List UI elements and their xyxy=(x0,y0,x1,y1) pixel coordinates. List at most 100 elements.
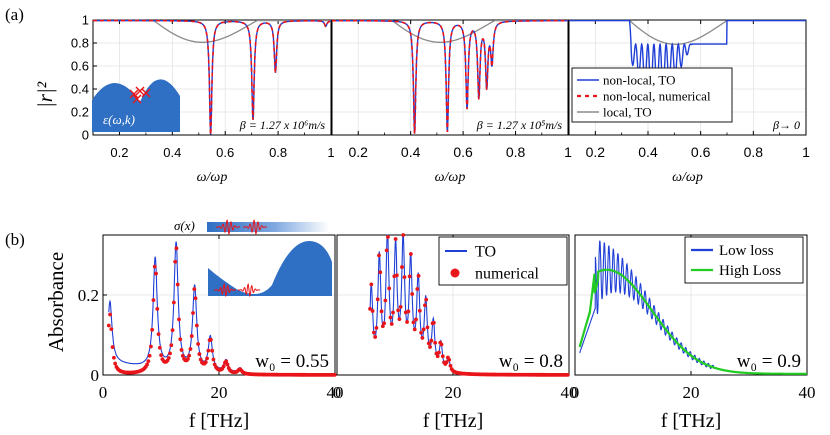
numerical-point xyxy=(391,310,395,315)
legend-label: non-local, numerical xyxy=(603,89,711,104)
annotation: β = 1.27 x 10⁶m/s xyxy=(239,118,326,132)
numerical-point xyxy=(187,353,192,358)
numerical-point xyxy=(225,362,230,367)
numerical-point xyxy=(173,259,178,264)
numerical-point xyxy=(414,317,418,322)
numerical-point xyxy=(375,297,380,302)
numerical-point xyxy=(380,324,385,329)
numerical-point xyxy=(152,264,157,269)
numerical-point xyxy=(186,357,190,361)
x-axis-label: ω/ωp xyxy=(672,170,703,185)
numerical-point xyxy=(412,327,417,332)
numerical-point xyxy=(428,345,432,349)
y-tick-label: 1 xyxy=(82,13,89,28)
numerical-point xyxy=(447,357,452,362)
numerical-point xyxy=(371,330,376,335)
annotation: β→ 0 xyxy=(772,118,800,132)
panel-a3: 0.2 0.4 0.6 0.8 1 ω/ωp β→ 0 non-local, TOnon-lo… xyxy=(568,19,810,185)
numerical-point xyxy=(224,359,229,364)
panel-b-label: (b) xyxy=(5,230,25,249)
numerical-point xyxy=(197,352,202,356)
y-tick-label: 0.4 xyxy=(71,82,89,97)
numerical-point xyxy=(175,282,180,287)
b1-ylabel: Absorbance xyxy=(44,252,68,352)
numerical-point xyxy=(565,372,570,377)
numerical-point xyxy=(417,308,422,313)
y-tick-label: 0.2 xyxy=(78,286,99,305)
numerical-point xyxy=(440,354,445,359)
numerical-point xyxy=(180,353,185,358)
x-tick-label: 20 xyxy=(683,383,700,402)
x-tick-label: 0 xyxy=(99,383,108,402)
numerical-point xyxy=(189,334,194,338)
x-tick-label: 1 xyxy=(802,144,810,160)
numerical-point xyxy=(109,327,114,332)
numerical-point xyxy=(110,345,115,349)
numerical-point xyxy=(156,332,161,337)
numerical-point xyxy=(146,359,151,364)
numerical-point xyxy=(151,298,156,303)
numerical-point xyxy=(388,315,393,320)
series-nonlocal-numerical xyxy=(93,19,332,135)
numerical-point xyxy=(149,344,153,349)
numerical-point xyxy=(433,340,438,345)
axes-frame xyxy=(92,19,332,136)
series-nonlocal-to xyxy=(569,19,806,95)
numerical-point xyxy=(198,357,203,362)
x-tick-label: 0.6 xyxy=(691,144,711,160)
numerical-point xyxy=(424,297,429,302)
legend-label: High Loss xyxy=(719,263,781,279)
numerical-point xyxy=(406,309,411,314)
legend-label: non-local, TO xyxy=(603,73,675,88)
annotation: w₀ = 0.8 xyxy=(499,351,563,372)
numerical-point xyxy=(177,317,181,322)
numerical-point xyxy=(419,330,423,335)
x-tick-label: 1 xyxy=(564,144,572,160)
x-axis-label: ω/ωp xyxy=(197,170,228,185)
numerical-point xyxy=(396,308,401,313)
dispersion-inset: ε(ω,k) xyxy=(92,79,180,132)
numerical-point xyxy=(155,307,160,311)
sigma-strip xyxy=(207,222,329,232)
panel-a-label: (a) xyxy=(5,5,24,24)
series-nonlocal-numerical xyxy=(332,19,568,134)
numerical-point xyxy=(369,282,374,287)
numerical-point xyxy=(159,353,164,358)
numerical-point xyxy=(206,348,211,353)
legend-label: Low loss xyxy=(719,243,774,259)
numerical-point xyxy=(191,311,195,315)
series-local-to xyxy=(569,19,806,45)
y-tick-label: 0.8 xyxy=(71,36,89,51)
axes-frame xyxy=(331,19,569,136)
numerical-point xyxy=(411,320,416,325)
numerical-point xyxy=(397,317,402,322)
x-tick-label: 0.4 xyxy=(638,144,658,160)
series-numerical xyxy=(368,233,570,377)
x-tick-label: 0.6 xyxy=(453,144,473,160)
x-tick-label: 20 xyxy=(445,383,462,402)
numerical-point xyxy=(383,298,388,303)
numerical-point xyxy=(423,303,427,308)
numerical-point xyxy=(398,304,403,309)
numerical-point xyxy=(377,253,381,258)
x-tick-label: 0.2 xyxy=(110,145,128,160)
x-tick-label: 0.4 xyxy=(163,145,181,160)
x-tick-label: 0.8 xyxy=(744,144,764,160)
legend-swatch xyxy=(450,268,460,278)
numerical-point xyxy=(444,360,449,365)
x-tick-label: 0.8 xyxy=(269,145,287,160)
numerical-point xyxy=(426,341,431,346)
numerical-point xyxy=(429,338,434,343)
series-high-loss xyxy=(578,268,807,375)
numerical-point xyxy=(332,372,337,377)
numerical-point xyxy=(210,348,215,353)
legend-label: local, TO xyxy=(603,105,652,120)
numerical-point xyxy=(415,287,420,291)
numerical-point xyxy=(384,248,389,253)
sigma-inset-label: σ(x) xyxy=(174,218,195,233)
numerical-point xyxy=(368,306,372,311)
numerical-point xyxy=(405,320,409,324)
sigma-profile-wave xyxy=(214,283,260,297)
numerical-point xyxy=(382,321,386,326)
numerical-point xyxy=(113,361,118,366)
